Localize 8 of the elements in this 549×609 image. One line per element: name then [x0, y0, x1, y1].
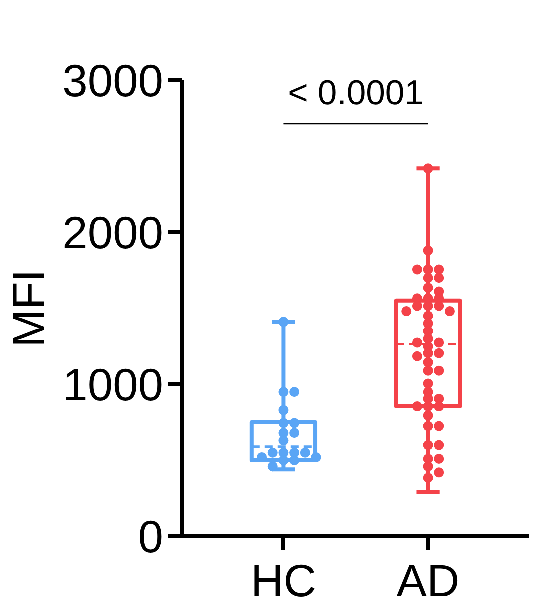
- y-tick-label: 2000: [62, 208, 164, 258]
- x-tick-label: AD: [396, 556, 460, 606]
- y-tick-label: 3000: [62, 56, 164, 106]
- annotation: < 0.0001: [288, 74, 424, 112]
- y-axis-title: MFI: [4, 269, 55, 348]
- y-tick-label: 1000: [62, 360, 164, 410]
- y-tick-label: 0: [138, 512, 164, 562]
- x-tick-label: HC: [250, 556, 316, 606]
